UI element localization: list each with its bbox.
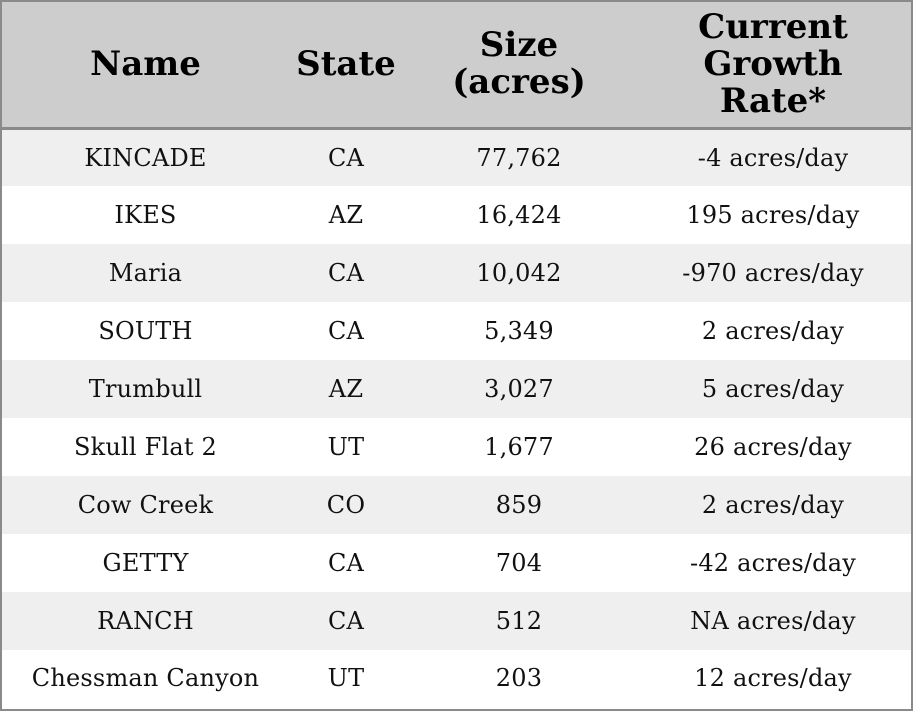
header-row: Name State Size (acres) Current Growth R… xyxy=(2,2,911,130)
cell-growth-rate: 12 acres/day xyxy=(694,663,852,692)
cell-growth-rate: 26 acres/day xyxy=(694,433,852,461)
header-size: Size (acres) xyxy=(403,2,635,130)
cell-name: Skull Flat 2 xyxy=(73,433,217,461)
cell-name: IKES xyxy=(114,201,177,229)
table-row: Trumbull AZ 3,027 5 acres/day xyxy=(2,360,911,418)
cell-size: 10,042 xyxy=(476,259,562,287)
cell-name: KINCADE xyxy=(84,143,207,172)
table-header: Name State Size (acres) Current Growth R… xyxy=(2,2,911,130)
cell-size: 512 xyxy=(495,607,543,635)
header-size-line-1: Size xyxy=(479,25,559,66)
cell-growth-rate: 5 acres/day xyxy=(701,375,845,403)
cell-growth-rate: 2 acres/day xyxy=(701,317,845,345)
table-body: KINCADE CA 77,762 -4 acres/day IKES AZ 1… xyxy=(2,128,911,705)
cell-name: Chessman Canyon xyxy=(31,663,260,692)
cell-size: 704 xyxy=(495,549,543,577)
header-size-line-2: (acres) xyxy=(452,62,586,103)
cell-name: SOUTH xyxy=(98,317,193,345)
cell-name: Cow Creek xyxy=(77,491,214,519)
cell-state: AZ xyxy=(328,375,364,403)
table-row: Skull Flat 2 UT 1,677 26 acres/day xyxy=(2,418,911,476)
table-row: IKES AZ 16,424 195 acres/day xyxy=(2,186,911,244)
table-row: RANCH CA 512 NA acres/day xyxy=(2,592,911,650)
cell-state: CA xyxy=(327,143,365,172)
cell-name: Maria xyxy=(108,259,183,287)
cell-state: CA xyxy=(327,317,365,345)
cell-state: UT xyxy=(327,663,365,692)
header-name: Name xyxy=(2,2,289,130)
cell-size: 1,677 xyxy=(484,433,554,461)
cell-state: CA xyxy=(327,607,365,635)
header-state: State xyxy=(289,2,403,130)
cell-size: 203 xyxy=(495,663,543,692)
cell-state: UT xyxy=(327,433,365,461)
cell-growth-rate: -4 acres/day xyxy=(697,143,849,172)
table-row: Chessman Canyon UT 203 12 acres/day xyxy=(2,650,911,705)
header-rate-line-2: Growth xyxy=(703,43,843,84)
cell-name: Trumbull xyxy=(88,375,203,403)
cell-size: 16,424 xyxy=(476,201,562,229)
cell-size: 859 xyxy=(495,491,543,519)
cell-state: CO xyxy=(326,491,366,519)
cell-size: 5,349 xyxy=(484,317,554,345)
cell-growth-rate: -970 acres/day xyxy=(682,259,864,287)
header-rate-line-3: Rate* xyxy=(719,80,827,121)
cell-growth-rate: NA acres/day xyxy=(690,607,856,635)
table-row: GETTY CA 704 -42 acres/day xyxy=(2,534,911,592)
header-state-line: State xyxy=(296,43,396,84)
cell-growth-rate: 195 acres/day xyxy=(686,201,860,229)
cell-size: 3,027 xyxy=(484,375,554,403)
cell-state: CA xyxy=(327,259,365,287)
table-row: Cow Creek CO 859 2 acres/day xyxy=(2,476,911,534)
cell-state: CA xyxy=(327,549,365,577)
cell-growth-rate: 2 acres/day xyxy=(701,491,845,519)
header-name-line: Name xyxy=(90,43,201,84)
table-row: KINCADE CA 77,762 -4 acres/day xyxy=(2,128,911,186)
header-growth-rate: Current Growth Rate* xyxy=(635,2,911,130)
cell-name: RANCH xyxy=(97,607,194,635)
cell-growth-rate: -42 acres/day xyxy=(690,549,856,577)
table-row: SOUTH CA 5,349 2 acres/day xyxy=(2,302,911,360)
cell-size: 77,762 xyxy=(476,143,562,172)
cell-state: AZ xyxy=(328,201,364,229)
header-rate-line-1: Current xyxy=(698,6,848,47)
cell-name: GETTY xyxy=(102,549,189,577)
table-row: Maria CA 10,042 -970 acres/day xyxy=(2,244,911,302)
